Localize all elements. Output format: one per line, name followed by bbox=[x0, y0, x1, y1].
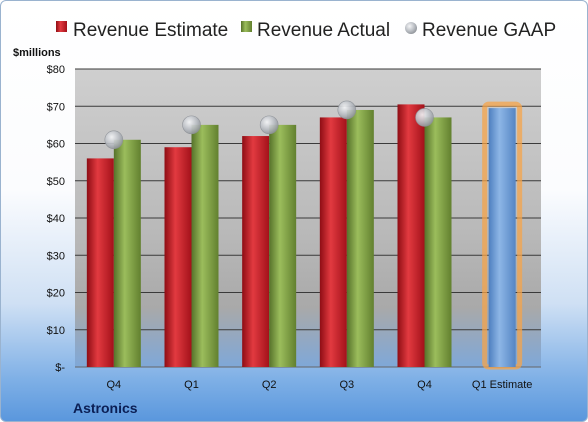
y-tick-label: $- bbox=[55, 362, 65, 374]
marker-revenue-gaap bbox=[104, 130, 124, 150]
y-tick-label: $20 bbox=[47, 288, 65, 300]
marker-revenue-gaap bbox=[337, 100, 357, 120]
bar-revenue-estimate bbox=[319, 117, 347, 367]
x-tick-label: Q4 bbox=[106, 379, 121, 391]
marker-revenue-gaap bbox=[182, 115, 201, 135]
legend-label-revenue-actual: Revenue Actual bbox=[257, 20, 390, 41]
y-tick-label: $10 bbox=[47, 325, 65, 337]
bar-revenue-actual bbox=[113, 139, 141, 367]
x-tick-label: Q1 Estimate bbox=[472, 379, 533, 391]
legend-label-revenue-estimate: Revenue Estimate bbox=[73, 20, 228, 41]
x-tick-label: Q2 bbox=[262, 379, 277, 391]
legend-swatch-revenue-actual bbox=[241, 21, 252, 32]
marker-revenue-gaap bbox=[415, 108, 434, 127]
bar-revenue-actual bbox=[424, 117, 452, 367]
y-tick-label: $60 bbox=[47, 139, 65, 151]
x-tick-label: Q4 bbox=[417, 379, 432, 391]
legend-swatch-revenue-estimate bbox=[56, 21, 67, 32]
plot-area: $- $10 $20 $30 $40 $50 $60 $70 $80 Q4 Q1 Q2 Q3 Q4 Q1 E… bbox=[47, 64, 541, 391]
bar-revenue-estimate bbox=[164, 147, 192, 367]
bar-revenue-actual bbox=[269, 124, 297, 367]
bar-q1-estimate bbox=[488, 108, 516, 368]
legend-marker-revenue-gaap bbox=[405, 22, 417, 34]
y-tick-label: $70 bbox=[47, 101, 65, 113]
legend: Revenue Estimate Revenue Actual Revenue … bbox=[56, 20, 556, 41]
x-tick-label: Q3 bbox=[339, 379, 354, 391]
marker-revenue-gaap bbox=[259, 115, 279, 135]
y-tick-label: $50 bbox=[47, 176, 65, 188]
y-tick-label: $40 bbox=[47, 213, 65, 225]
x-tick-label: Q1 bbox=[184, 379, 199, 391]
bar-revenue-estimate bbox=[242, 136, 270, 367]
bar-revenue-actual bbox=[191, 124, 219, 367]
company-name: Astronics bbox=[73, 400, 138, 416]
unit-label: $millions bbox=[13, 47, 61, 59]
legend-label-revenue-gaap: Revenue GAAP bbox=[422, 20, 556, 41]
bar-revenue-estimate bbox=[86, 158, 114, 367]
bar-revenue-estimate bbox=[397, 104, 425, 367]
bar-revenue-actual bbox=[346, 109, 374, 367]
y-tick-label: $30 bbox=[47, 250, 65, 262]
y-tick-label: $80 bbox=[47, 64, 65, 76]
